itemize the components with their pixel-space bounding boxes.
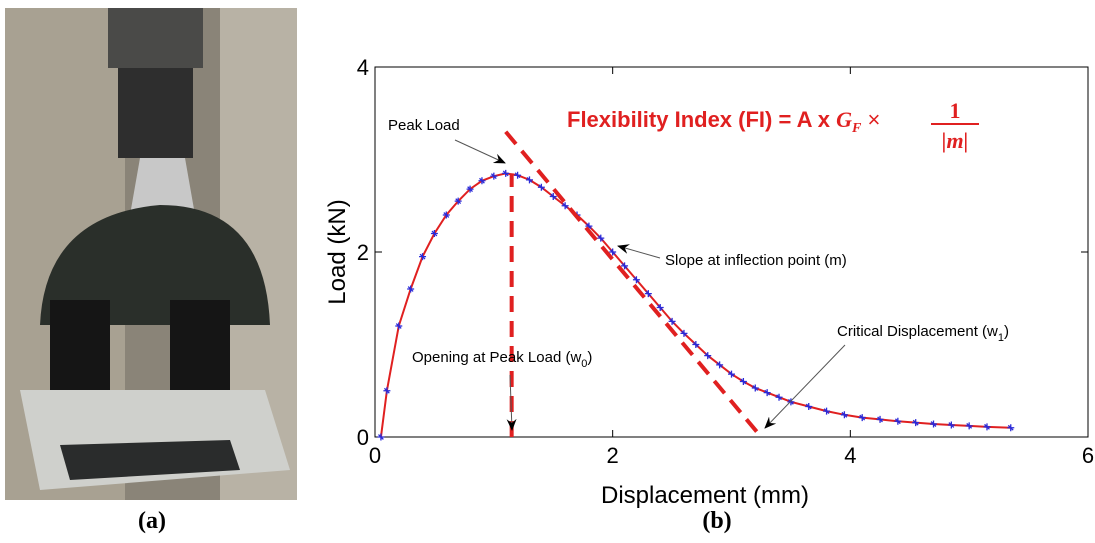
data-marker bbox=[775, 393, 783, 401]
annotation: Opening at Peak Load (w0) bbox=[412, 349, 592, 370]
data-marker bbox=[454, 197, 462, 205]
data-marker bbox=[561, 202, 569, 210]
annotation: Critical Displacement (w1) bbox=[837, 323, 1009, 344]
data-marker bbox=[680, 329, 688, 337]
data-marker bbox=[763, 389, 771, 397]
annotation-arrow bbox=[506, 374, 517, 431]
data-marker bbox=[716, 361, 724, 369]
data-marker bbox=[442, 211, 450, 219]
annotation-text: Slope at inflection point (m) bbox=[665, 252, 847, 269]
data-line bbox=[379, 172, 1011, 438]
data-marker bbox=[377, 433, 385, 441]
y-tick-label: 2 bbox=[357, 240, 369, 265]
data-marker bbox=[805, 402, 813, 410]
data-marker bbox=[419, 253, 427, 261]
formula-text: Flexibility Index (FI) = A x bbox=[567, 107, 836, 132]
annotation-arrow bbox=[454, 139, 506, 164]
annotation-arrow bbox=[764, 344, 846, 429]
data-marker bbox=[965, 422, 973, 430]
x-tick-label: 0 bbox=[369, 443, 381, 468]
photo bbox=[5, 8, 297, 500]
data-marker bbox=[466, 185, 474, 193]
data-marker bbox=[609, 248, 617, 256]
data-marker bbox=[656, 304, 664, 311]
annotation: Peak Load bbox=[388, 117, 460, 134]
annotation-subscript: 0 bbox=[581, 358, 587, 370]
annotation: Slope at inflection point (m) bbox=[665, 252, 847, 269]
x-tick-label: 4 bbox=[844, 443, 856, 468]
data-marker bbox=[983, 423, 991, 431]
data-marker bbox=[823, 407, 831, 415]
data-marker bbox=[525, 176, 533, 184]
formula-denominator: |m| bbox=[942, 128, 969, 153]
data-marker bbox=[490, 172, 498, 180]
data-marker bbox=[840, 411, 848, 419]
data-marker bbox=[632, 276, 640, 284]
data-marker bbox=[704, 352, 712, 360]
data-marker bbox=[692, 341, 700, 348]
formula-subscript: F bbox=[851, 121, 862, 136]
data-marker bbox=[668, 317, 676, 325]
formula-text: × bbox=[861, 107, 880, 132]
data-marker bbox=[894, 417, 902, 425]
data-marker bbox=[947, 421, 955, 429]
formula: Flexibility Index (FI) = A x GF × bbox=[567, 107, 880, 136]
data-marker bbox=[537, 183, 545, 191]
formula-numerator: 1 bbox=[950, 98, 961, 123]
annotation-subscript: 1 bbox=[998, 332, 1004, 344]
x-tick-label: 6 bbox=[1082, 443, 1094, 468]
y-tick-label: 4 bbox=[357, 55, 369, 80]
data-marker bbox=[858, 414, 866, 422]
caption: (b) bbox=[702, 508, 731, 534]
y-axis-label: Load (kN) bbox=[324, 199, 351, 304]
data-marker bbox=[514, 171, 522, 179]
annotation-text: Peak Load bbox=[388, 117, 460, 134]
data-marker bbox=[912, 419, 920, 427]
data-marker bbox=[430, 230, 438, 237]
x-axis-label: Displacement (mm) bbox=[601, 482, 809, 509]
data-marker bbox=[739, 378, 747, 385]
data-marker bbox=[597, 234, 605, 242]
annotation-text: Critical Displacement (w bbox=[837, 323, 998, 340]
data-marker bbox=[1007, 424, 1015, 432]
annotation-text: Opening at Peak Load (w bbox=[412, 349, 581, 366]
reference-line bbox=[504, 130, 763, 439]
data-marker bbox=[407, 285, 415, 293]
data-marker bbox=[751, 384, 759, 392]
data-marker bbox=[395, 322, 403, 330]
annotation-text: ) bbox=[1004, 323, 1009, 340]
y-tick-label: 0 bbox=[357, 425, 369, 450]
data-marker bbox=[728, 370, 735, 378]
data-marker bbox=[621, 262, 629, 270]
annotation-arrow bbox=[617, 244, 661, 259]
data-marker bbox=[787, 398, 795, 406]
annotation-text: ) bbox=[587, 349, 592, 366]
data-marker bbox=[930, 420, 938, 428]
data-marker bbox=[478, 177, 486, 185]
data-marker bbox=[876, 415, 884, 423]
formula-symbol: G bbox=[836, 107, 852, 132]
data-marker bbox=[383, 387, 391, 395]
data-marker bbox=[644, 290, 652, 298]
x-tick-label: 2 bbox=[607, 443, 619, 468]
caption: (a) bbox=[138, 508, 166, 534]
data-marker bbox=[502, 169, 510, 177]
data-marker bbox=[549, 193, 557, 200]
